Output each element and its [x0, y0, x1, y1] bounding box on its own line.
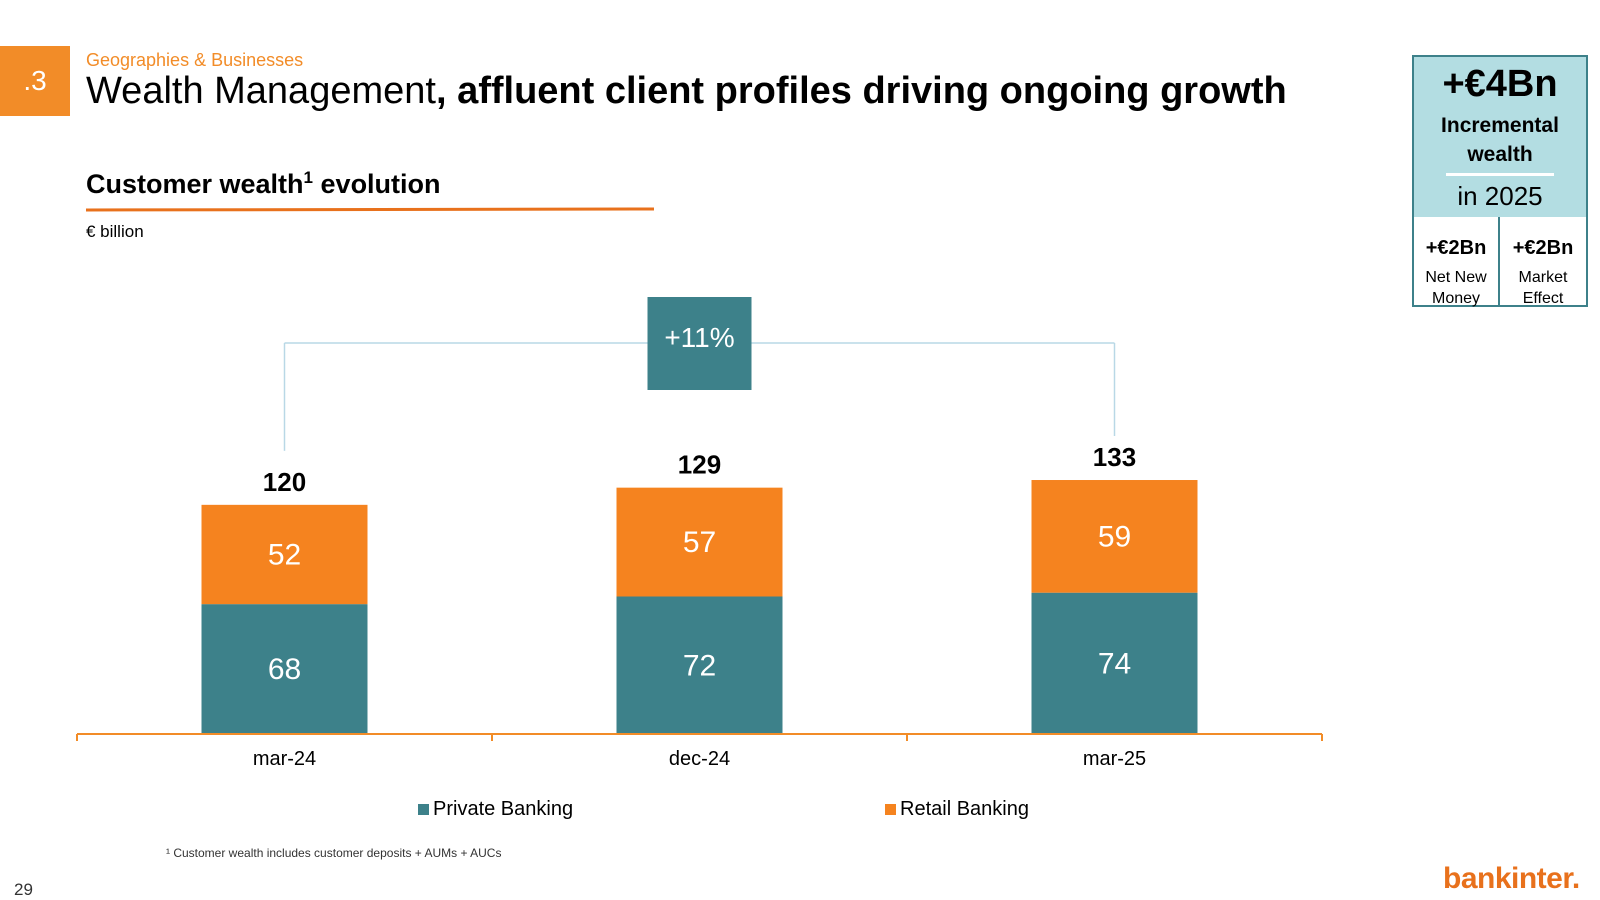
page-title: Wealth Management, affluent client profi… — [86, 70, 1287, 113]
kpi-label: Incremental wealth — [1414, 111, 1586, 169]
x-tick-label: dec-24 — [669, 748, 730, 770]
kpi-right-label-line2: Effect — [1522, 290, 1564, 307]
bar-retail-banking-mar-25 — [1031, 480, 1198, 593]
data-label: 74 — [1098, 647, 1131, 680]
kpi-market-effect-value: +€2Bn — [1512, 237, 1574, 259]
chart-title: Customer wealth1 evolution — [86, 168, 441, 200]
chart-title-main: Customer wealth — [86, 169, 304, 199]
legend-label-retail-banking: Retail Banking — [900, 798, 1029, 820]
total-label: 120 — [263, 467, 306, 497]
data-label: 68 — [268, 653, 301, 686]
footnote: ¹ Customer wealth includes customer depo… — [166, 846, 502, 860]
x-tick-label: mar-25 — [1083, 748, 1146, 770]
page-title-bold: , affluent client profiles driving ongoi… — [435, 70, 1287, 112]
data-label: 72 — [683, 649, 716, 682]
kpi-divider — [1446, 173, 1554, 176]
chart-unit: € billion — [86, 222, 144, 241]
kpi-net-new-money-value: +€2Bn — [1425, 237, 1487, 259]
kpi-right-label-line1: Market — [1518, 269, 1568, 286]
kpi-label-line2: wealth — [1467, 143, 1533, 166]
kpi-label-line1: Incremental — [1441, 114, 1559, 137]
x-tick-label: mar-24 — [253, 748, 316, 770]
bar-retail-banking-dec-24 — [616, 487, 783, 597]
kpi-net-new-money: +€2Bn Net New Money — [1414, 217, 1500, 307]
page-number: 29 — [14, 880, 33, 899]
kpi-market-effect-label: Market Effect — [1500, 267, 1586, 309]
legend-swatch-retail-banking — [885, 804, 896, 815]
kpi-left-label-line2: Money — [1431, 290, 1481, 307]
chart-title-suffix: evolution — [320, 169, 441, 199]
data-label: 52 — [268, 538, 301, 571]
kpi-period: in 2025 — [1457, 181, 1543, 211]
data-label: 59 — [1098, 520, 1131, 553]
total-label: 133 — [1093, 442, 1136, 472]
brand-logo: bankinter. — [1443, 862, 1580, 895]
growth-callout-box — [647, 297, 752, 390]
kpi-market-effect: +€2Bn Market Effect — [1500, 217, 1586, 307]
bar-retail-banking-mar-24 — [201, 504, 368, 605]
kpi-net-new-money-label: Net New Money — [1414, 267, 1498, 309]
legend-label-private-banking: Private Banking — [433, 798, 573, 820]
bar-private-banking-mar-24 — [201, 604, 368, 734]
bar-private-banking-mar-25 — [1031, 592, 1198, 734]
data-label: 57 — [683, 526, 716, 559]
footnote-ref: 1 — [303, 168, 314, 187]
kpi-box: +€4Bn Incremental wealth in 2025 +€2Bn Ne… — [1412, 55, 1588, 307]
section-tab: .3 — [0, 46, 70, 116]
page-title-light: Wealth Management — [86, 70, 436, 112]
bar-private-banking-dec-24 — [616, 596, 783, 734]
legend-swatch-private-banking — [418, 804, 429, 815]
section-eyebrow: Geographies & Businesses — [86, 50, 304, 70]
kpi-headline: +€4Bn — [1442, 63, 1558, 105]
kpi-top: +€4Bn Incremental wealth in 2025 — [1414, 57, 1586, 217]
growth-callout-label: +11% — [664, 322, 734, 353]
total-label: 129 — [678, 450, 721, 480]
kpi-left-label-line1: Net New — [1425, 269, 1487, 286]
